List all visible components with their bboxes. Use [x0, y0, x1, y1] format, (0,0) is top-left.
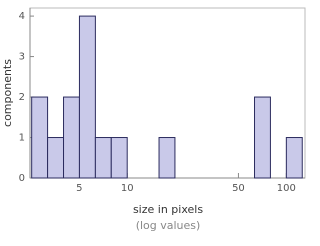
x-tick-label: 5: [76, 183, 82, 194]
y-tick-label: 4: [19, 11, 25, 22]
x-axis-sublabel: (log values): [136, 219, 201, 232]
y-tick-label: 3: [19, 52, 25, 63]
y-axis-label: components: [1, 59, 14, 127]
x-tick-label: 10: [121, 183, 134, 194]
y-tick-label: 2: [19, 92, 25, 103]
y-tick-label: 1: [19, 133, 25, 144]
bar: [63, 96, 80, 179]
y-tick-label: 0: [19, 173, 25, 184]
bar: [31, 96, 49, 179]
x-tick-label: 50: [232, 183, 245, 194]
x-axis-label: size in pixels: [133, 203, 203, 216]
bar: [78, 15, 96, 179]
bar: [47, 137, 65, 179]
bar: [158, 137, 176, 179]
bar: [254, 96, 271, 179]
bar: [285, 137, 303, 179]
chart: size in pixels (log values) components 0…: [1, 7, 306, 232]
x-tick-label: 100: [277, 183, 296, 194]
bar: [94, 137, 112, 179]
bar: [110, 137, 128, 179]
